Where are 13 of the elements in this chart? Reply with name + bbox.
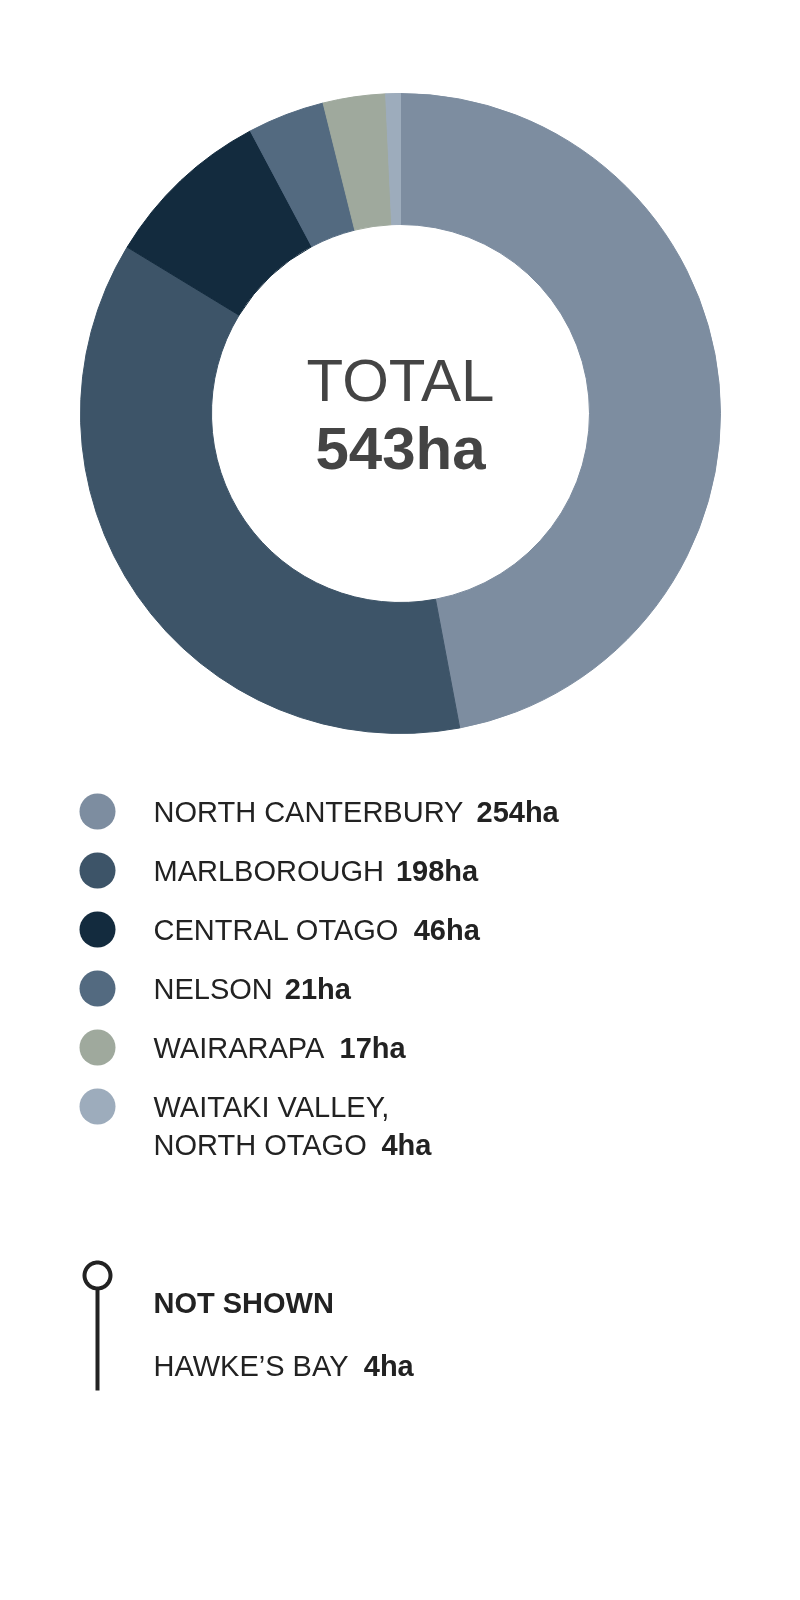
legend-label: NELSON [153,972,273,1005]
data-label: 46ha [413,913,481,946]
data-label: 17ha [339,1031,407,1064]
data-label: 21ha [284,972,352,1005]
legend-label: WAIRARAPA [153,1031,325,1064]
text: HAWKE’S BAY 4ha [153,1349,415,1382]
legend-label: NORTH CANTERBURY [153,795,464,828]
data-label: 198ha [395,854,480,887]
text: NOT SHOWN [153,1286,334,1319]
text: TOTAL 543ha [306,347,495,482]
legend-label: MARLBOROUGH [153,854,384,887]
data-label: 254ha [476,795,560,828]
legend-label: CENTRAL OTAGO [153,913,399,946]
